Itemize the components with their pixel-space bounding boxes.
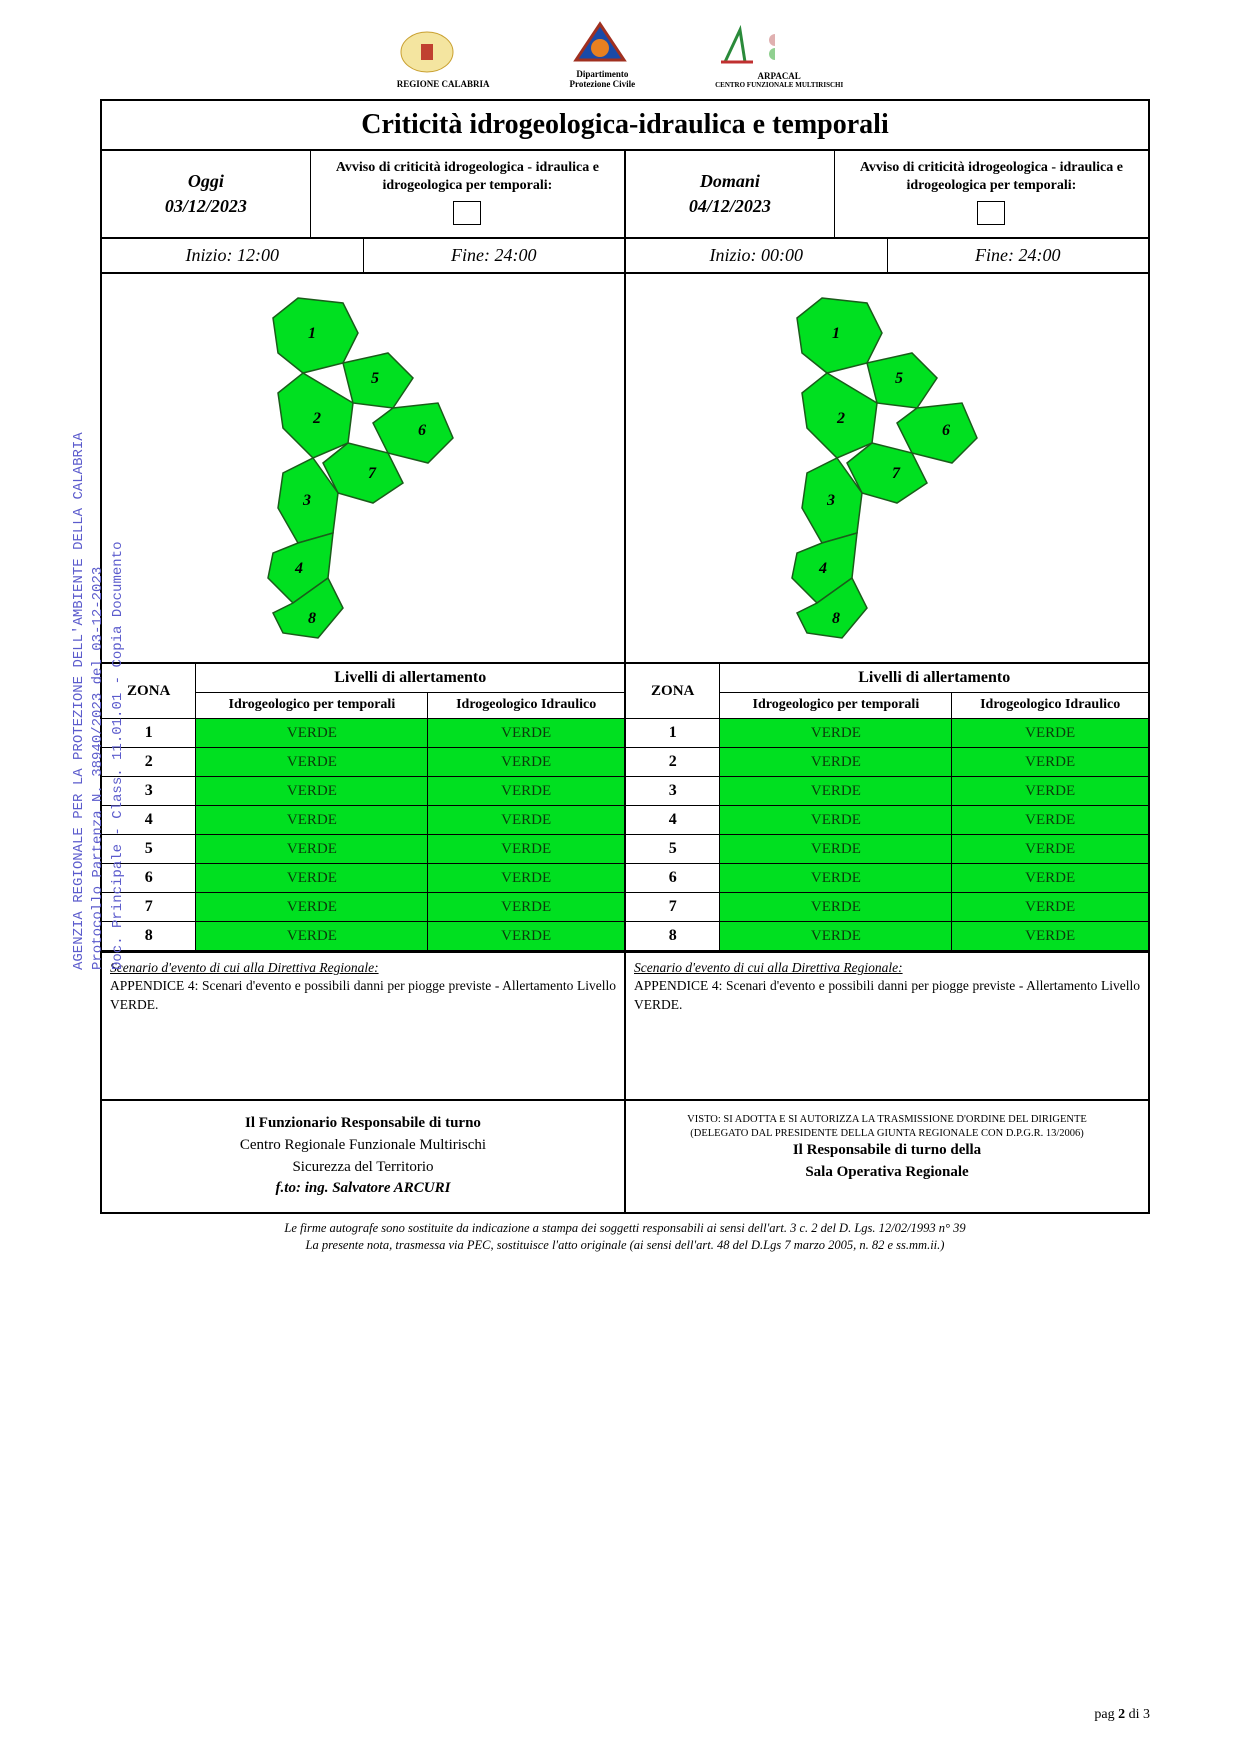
svg-text:4: 4 bbox=[294, 560, 303, 577]
today-date: Oggi03/12/2023 bbox=[102, 151, 311, 237]
today-fine: Fine: 24:00 bbox=[364, 239, 625, 272]
tomorrow-scenario: Scenario d'evento di cui alla Direttiva … bbox=[626, 951, 1148, 1101]
svg-text:8: 8 bbox=[832, 610, 840, 627]
tomorrow-column: Domani04/12/2023 Avviso di criticità idr… bbox=[626, 151, 1148, 1212]
signature-right: VISTO: SI ADOTTA E SI AUTORIZZA LA TRASM… bbox=[626, 1101, 1148, 1196]
tomorrow-avviso: Avviso di criticità idrogeologica - idra… bbox=[835, 151, 1148, 237]
svg-text:1: 1 bbox=[832, 325, 840, 342]
svg-text:6: 6 bbox=[418, 422, 426, 439]
tomorrow-alert-table: ZONA Livelli di allertamento Idrogeologi… bbox=[626, 664, 1148, 951]
svg-text:3: 3 bbox=[826, 492, 835, 509]
page-number: pag 2 di 3 bbox=[1094, 1707, 1150, 1723]
main-bulletin: Criticità idrogeologica-idraulica e temp… bbox=[100, 99, 1150, 1214]
tomorrow-inizio: Inizio: 00:00 bbox=[626, 239, 888, 272]
today-alert-table: ZONA Livelli di allertamento Idrogeologi… bbox=[102, 664, 624, 951]
signature-left: Il Funzionario Responsabile di turno Cen… bbox=[102, 1101, 624, 1212]
svg-text:5: 5 bbox=[371, 370, 379, 387]
tomorrow-date: Domani04/12/2023 bbox=[626, 151, 835, 237]
svg-text:2: 2 bbox=[836, 410, 845, 427]
header-logos: REGIONE CALABRIA DipartimentoProtezione … bbox=[0, 0, 1240, 99]
tomorrow-avviso-checkbox bbox=[977, 201, 1005, 225]
today-avviso: Avviso di criticità idrogeologica - idra… bbox=[311, 151, 624, 237]
logo-protezione-civile: DipartimentoProtezione Civile bbox=[570, 20, 636, 89]
today-column: Oggi03/12/2023 Avviso di criticità idrog… bbox=[102, 151, 626, 1212]
svg-text:1: 1 bbox=[308, 325, 316, 342]
svg-text:8: 8 bbox=[308, 610, 316, 627]
svg-text:2: 2 bbox=[312, 410, 321, 427]
today-scenario: Scenario d'evento di cui alla Direttiva … bbox=[102, 951, 624, 1101]
today-inizio: Inizio: 12:00 bbox=[102, 239, 364, 272]
svg-text:5: 5 bbox=[895, 370, 903, 387]
svg-text:7: 7 bbox=[368, 465, 377, 482]
tomorrow-map: 1 5 2 6 7 3 4 8 bbox=[626, 274, 1148, 664]
svg-text:3: 3 bbox=[302, 492, 311, 509]
bulletin-title: Criticità idrogeologica-idraulica e temp… bbox=[102, 101, 1148, 151]
svg-text:6: 6 bbox=[942, 422, 950, 439]
svg-text:4: 4 bbox=[818, 560, 827, 577]
logo-arpacal: ARPACALCENTRO FUNZIONALE MULTIRISCHI bbox=[715, 22, 843, 89]
tomorrow-fine: Fine: 24:00 bbox=[888, 239, 1149, 272]
logo-regione: REGIONE CALABRIA bbox=[397, 30, 490, 89]
footnote: Le firme autografe sono sostituite da in… bbox=[100, 1220, 1150, 1254]
svg-text:7: 7 bbox=[892, 465, 901, 482]
today-map: 1 5 2 6 7 3 4 8 bbox=[102, 274, 624, 664]
today-avviso-checkbox bbox=[453, 201, 481, 225]
protocol-stamp: AGENZIA REGIONALE PER LA PROTEZIONE DELL… bbox=[50, 370, 128, 970]
